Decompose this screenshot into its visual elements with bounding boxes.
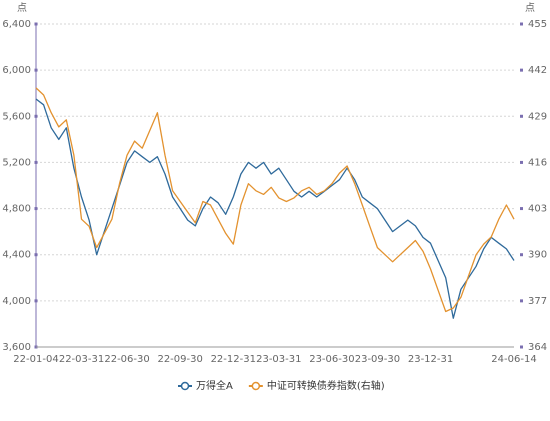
y-tick-label: 4,000 bbox=[2, 296, 31, 307]
y2-tick-mark bbox=[520, 22, 523, 26]
y-tick-label: 5,200 bbox=[2, 157, 31, 168]
y2-tick-mark bbox=[520, 207, 523, 211]
x-tick-label: 22-09-30 bbox=[157, 354, 202, 365]
y2-tick-label: 416 bbox=[528, 157, 547, 168]
y-axis-label: 点 bbox=[17, 2, 27, 14]
y2-tick-mark bbox=[520, 299, 523, 303]
y2-axis-label: 点 bbox=[525, 2, 535, 14]
series-line bbox=[35, 87, 515, 313]
y2-tick-mark bbox=[520, 345, 523, 349]
x-tick-label: 22-06-30 bbox=[104, 354, 149, 365]
x-tick-label: 23-12-31 bbox=[408, 354, 453, 365]
y2-tick-label: 377 bbox=[528, 296, 547, 307]
y-tick-label: 5,600 bbox=[2, 111, 31, 122]
legend-label: 中证可转换债券指数(右轴) bbox=[267, 379, 385, 392]
y2-tick-label: 429 bbox=[528, 111, 547, 122]
legend-marker bbox=[251, 381, 261, 391]
y2-tick-label: 390 bbox=[528, 250, 547, 261]
x-tick-label: 22-03-31 bbox=[59, 354, 104, 365]
y2-tick-label: 364 bbox=[528, 342, 547, 353]
legend-marker bbox=[180, 381, 190, 391]
x-tick-label: 24-06-14 bbox=[491, 354, 536, 365]
y-tick-label: 4,800 bbox=[2, 204, 31, 215]
series-line bbox=[35, 98, 515, 319]
x-tick-label: 23-09-30 bbox=[355, 354, 400, 365]
x-tick-label: 22-01-04 bbox=[13, 354, 58, 365]
x-tick-label: 23-03-31 bbox=[256, 354, 301, 365]
y-tick-label: 3,600 bbox=[2, 342, 31, 353]
y2-tick-label: 455 bbox=[528, 19, 547, 30]
x-tick-label: 23-06-30 bbox=[309, 354, 354, 365]
legend-label: 万得全A bbox=[196, 379, 233, 392]
y2-tick-label: 442 bbox=[528, 65, 547, 76]
y2-tick-mark bbox=[520, 253, 523, 257]
y2-tick-mark bbox=[520, 114, 523, 118]
y2-tick-mark bbox=[520, 68, 523, 72]
y2-tick-mark bbox=[520, 160, 523, 164]
y-tick-label: 6,000 bbox=[2, 65, 31, 76]
y-tick-label: 6,400 bbox=[2, 19, 31, 30]
y-tick-label: 4,400 bbox=[2, 250, 31, 261]
x-tick-label: 22-12-31 bbox=[211, 354, 256, 365]
y2-tick-label: 403 bbox=[528, 204, 547, 215]
